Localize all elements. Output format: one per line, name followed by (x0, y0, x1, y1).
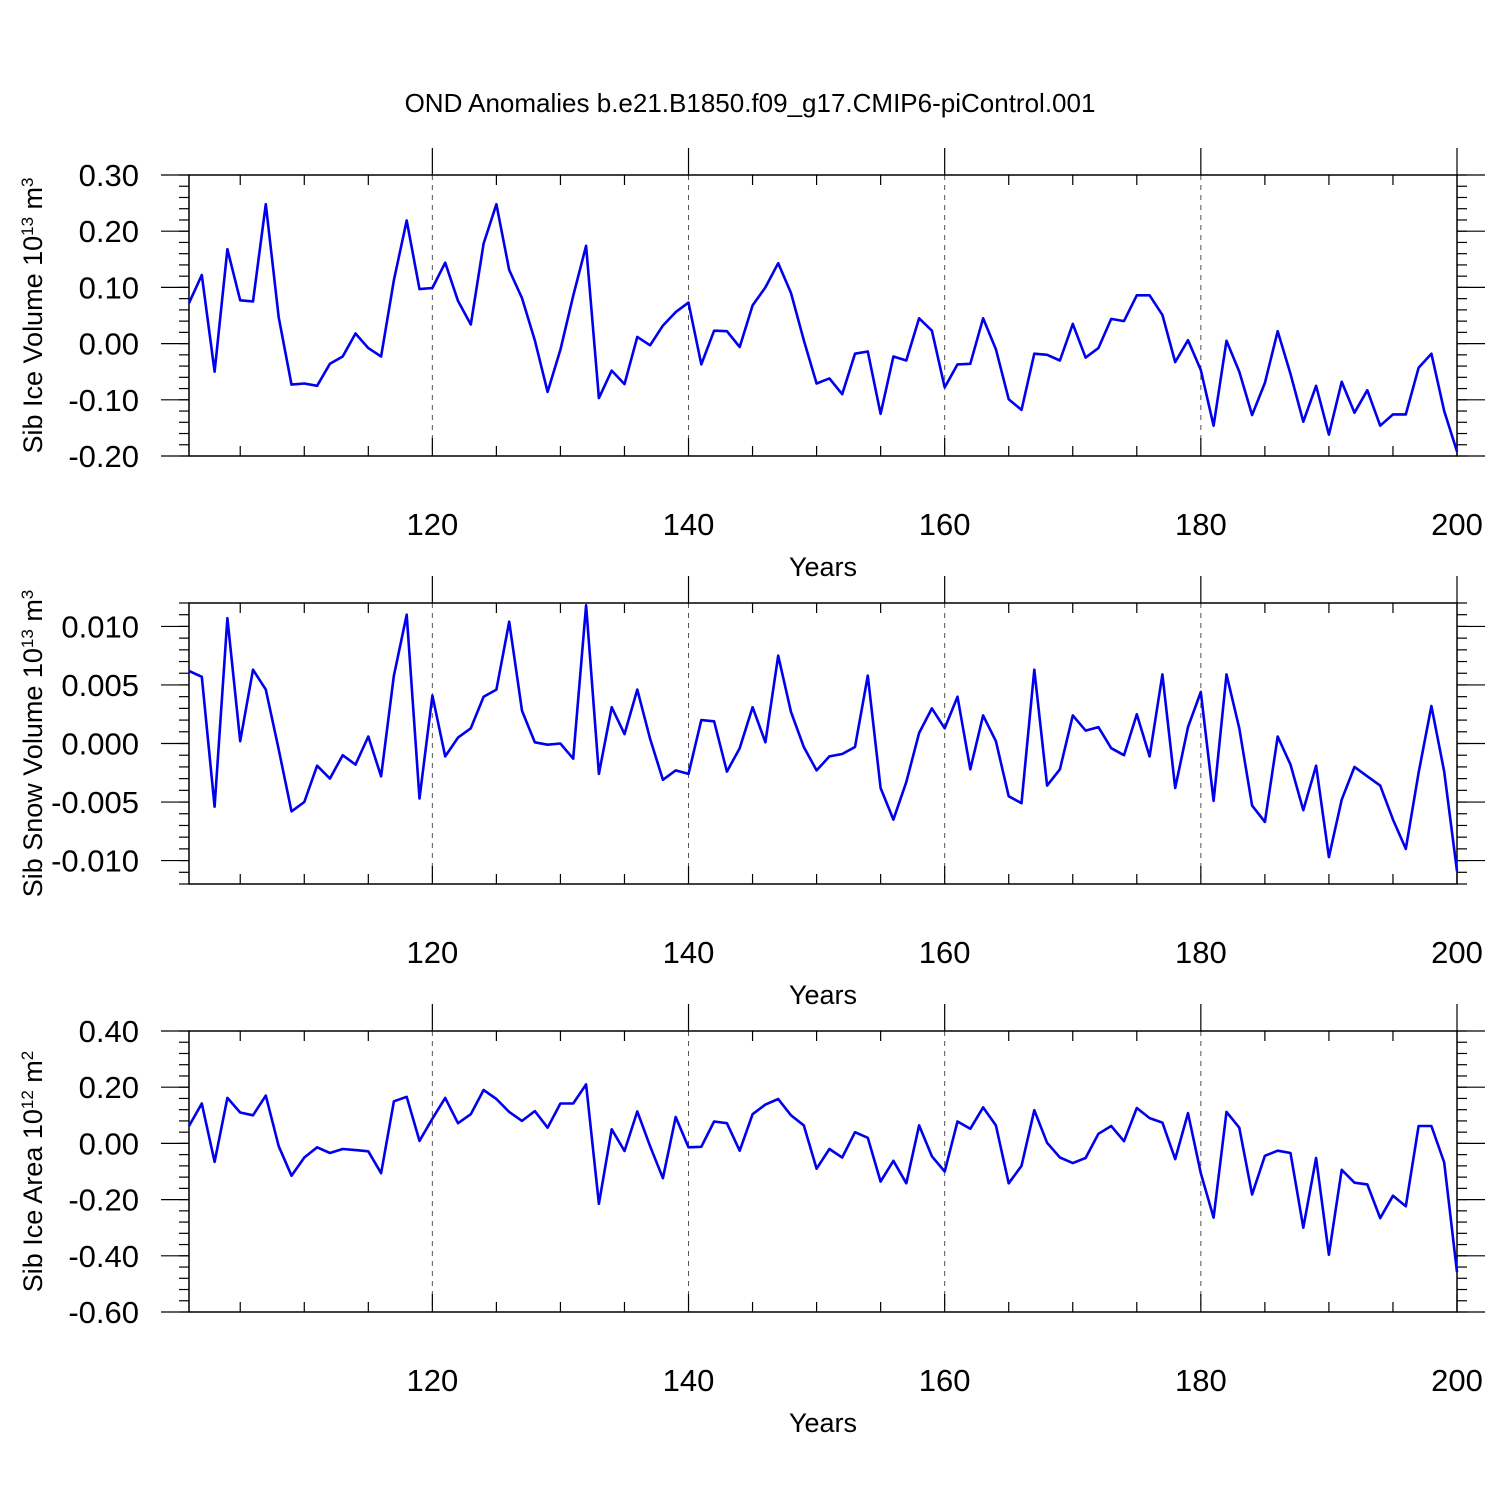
plot-frame (188, 602, 1458, 885)
series-line (188, 603, 1459, 872)
x-tick-label: 200 (1431, 1363, 1483, 1398)
y-tick-label: 0.00 (79, 1126, 139, 1161)
y-tick-label: -0.010 (51, 844, 139, 879)
y-axis-label-superscript: 13 (18, 629, 37, 648)
y-tick-label: 0.10 (79, 270, 139, 305)
x-tick-label: 140 (663, 507, 715, 542)
x-axis-label: Years (789, 552, 857, 582)
figure-title: OND Anomalies b.e21.B1850.f09_g17.CMIP6-… (405, 88, 1096, 118)
y-axis-label-superscript: 12 (18, 1090, 37, 1109)
series-line (187, 1083, 1459, 1273)
y-tick-label: -0.40 (68, 1239, 139, 1274)
x-tick-label: 140 (663, 1363, 715, 1398)
x-tick-label: 180 (1175, 935, 1227, 970)
x-tick-label: 180 (1175, 507, 1227, 542)
plot-frame (188, 1030, 1458, 1313)
y-tick-label: -0.60 (68, 1295, 139, 1330)
y-axis-label-text: Sib Snow Volume 10 (18, 648, 48, 897)
y-axis-label-text: m (18, 187, 48, 217)
x-tick-label: 180 (1175, 1363, 1227, 1398)
y-axis-label-superscript: 3 (18, 590, 37, 599)
panel-3: 120 140 160 180 200 -0.60 -0.40 -0.20 0.00 0.20 0.… (18, 1004, 1485, 1438)
y-axis-label-text: m (18, 1060, 48, 1090)
x-tick-label: 160 (919, 1363, 971, 1398)
y-tick-label: -0.20 (68, 1183, 139, 1218)
y-tick-label: 0.20 (79, 214, 139, 249)
x-tick-label: 200 (1431, 935, 1483, 970)
x-axis-label: Years (789, 980, 857, 1010)
x-tick-label: 120 (406, 1363, 458, 1398)
y-tick-label: 0.20 (79, 1070, 139, 1105)
y-tick-label: 0.010 (61, 609, 139, 644)
y-tick-label: -0.10 (68, 383, 139, 418)
y-axis-label-superscript: 13 (18, 217, 37, 236)
plot-frame (188, 174, 1458, 457)
y-axis-label-text: Sib Ice Area 10 (18, 1109, 48, 1292)
x-tick-label: 160 (919, 507, 971, 542)
x-tick-label: 200 (1431, 507, 1483, 542)
y-tick-label: 0.000 (61, 727, 139, 762)
panel-2: 120 140 160 180 200 -0.010 -0.005 0.000 0.005 0.0… (18, 576, 1485, 1010)
y-tick-label: 0.40 (79, 1014, 139, 1049)
x-tick-label: 140 (663, 935, 715, 970)
x-tick-label: 120 (406, 935, 458, 970)
series-line (187, 202, 1459, 452)
y-tick-label: -0.20 (68, 439, 139, 474)
panel-1: 120 140 160 180 200 -0.20 -0.10 0.00 0.10 0.20 0.3… (18, 148, 1485, 582)
y-axis-label-text: m (18, 599, 48, 629)
y-axis-label-text: Sib Ice Volume 10 (18, 236, 48, 454)
y-axis-label-superscript: 2 (18, 1051, 37, 1060)
y-tick-label: 0.30 (79, 158, 139, 193)
x-tick-label: 120 (406, 507, 458, 542)
y-tick-label: 0.005 (61, 668, 139, 703)
x-tick-label: 160 (919, 935, 971, 970)
y-axis-label: Sib Ice Volume 1013 m3 (18, 177, 49, 453)
y-axis-label: Sib Ice Area 1012 m2 (18, 1051, 49, 1293)
y-tick-label: 0.00 (79, 327, 139, 362)
y-axis-label-superscript: 3 (18, 177, 37, 186)
y-axis-label: Sib Snow Volume 1013 m3 (18, 590, 49, 898)
y-tick-label: -0.005 (51, 785, 139, 820)
x-axis-label: Years (789, 1408, 857, 1438)
